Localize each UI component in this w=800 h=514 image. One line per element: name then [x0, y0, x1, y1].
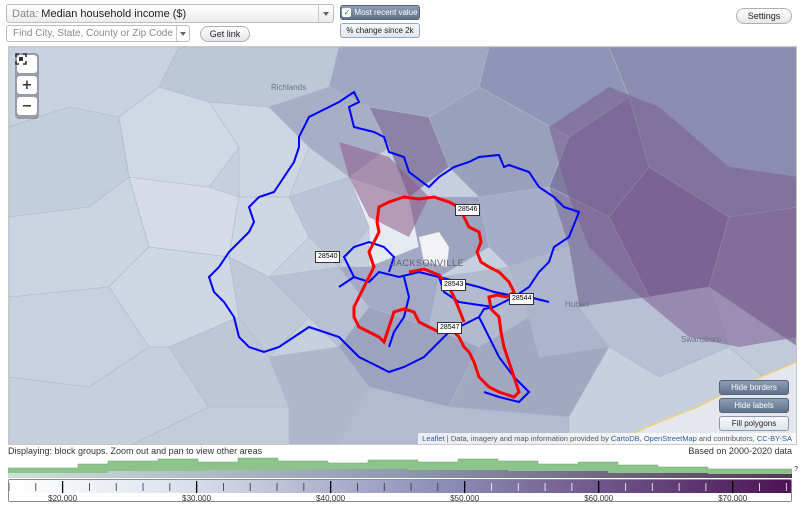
legend-tick-label: $20,000 — [48, 494, 77, 502]
zoom-in-button[interactable]: + — [17, 76, 37, 94]
zoom-controls: + − — [15, 53, 39, 119]
hide-borders-button[interactable]: Hide borders — [719, 380, 789, 395]
histogram-selection — [8, 469, 792, 478]
legend-gradient — [9, 480, 791, 493]
place-label-hubert: Hubert — [565, 300, 590, 309]
choropleth-map — [9, 47, 796, 444]
legend-tick-label: $60,000 — [584, 494, 613, 502]
fill-polygons-button[interactable]: Fill polygons — [719, 416, 789, 431]
license-link[interactable]: CC-BY-SA — [756, 434, 792, 443]
high-income-region — [549, 87, 796, 347]
legend-tick-label: $50,000 — [450, 494, 479, 502]
legend-tick-label: $40,000 — [316, 494, 345, 502]
settings-button[interactable]: Settings — [736, 8, 792, 24]
zip-label: 28547 — [437, 322, 463, 334]
most-recent-value-label: Most recent value — [354, 8, 418, 17]
legend-ticks: $20,000 $30,000 $40,000 $50,000 $60,000 $70,0… — [9, 481, 787, 502]
map-attribution: Leaflet | Data, imagery and map informat… — [418, 433, 796, 444]
high-income-region — [339, 142, 429, 237]
place-label-jacksonville: JACKSONVILLE — [391, 258, 465, 268]
data-select[interactable]: Data: Median household income ($) — [6, 4, 334, 23]
hide-labels-button[interactable]: Hide labels — [719, 398, 789, 413]
legend-scale: $20,000 $30,000 $40,000 $50,000 $60,000 $70,0… — [9, 480, 791, 502]
color-legend: $20,000 $30,000 $40,000 $50,000 $60,000 $70,0… — [8, 479, 792, 502]
help-icon[interactable]: ? — [794, 466, 798, 473]
selected-area-border — [352, 195, 521, 399]
zip-label: 28540 — [315, 251, 341, 263]
legend-tick-label: $30,000 — [182, 494, 211, 502]
openstreetmap-link[interactable]: OpenStreetMap — [643, 434, 697, 443]
block-group-polygons — [9, 47, 796, 444]
checkmark-icon: ✓ — [342, 7, 352, 17]
place-label-richlands: Richlands — [271, 83, 307, 92]
leaflet-link[interactable]: Leaflet — [422, 434, 445, 443]
zip-label: 28544 — [509, 293, 535, 305]
low-value-area — [418, 231, 450, 268]
data-select-value: Median household income ($) — [41, 7, 187, 20]
toolbar: Data: Median household income ($) Get li… — [0, 0, 800, 46]
zip-label: 28543 — [441, 279, 467, 291]
get-link-button[interactable]: Get link — [200, 26, 250, 42]
data-range-status: Based on 2000-2020 data — [688, 446, 792, 456]
map-viewport[interactable]: + − Richlands Hubert Swansboro JACKSONVI… — [8, 46, 797, 445]
fullscreen-icon[interactable] — [15, 53, 37, 73]
data-select-label: Data: — [12, 7, 39, 20]
cartodb-link[interactable]: CartoDB — [610, 434, 640, 443]
zoom-out-button[interactable]: − — [17, 97, 37, 115]
place-label-swansboro: Swansboro — [681, 335, 722, 344]
chevron-down-icon[interactable] — [176, 26, 189, 41]
zip-label: 28546 — [455, 204, 481, 216]
chevron-down-icon[interactable] — [318, 5, 333, 22]
histogram — [8, 457, 792, 478]
displaying-status: Displaying: block groups. Zoom out and p… — [8, 446, 263, 456]
percent-change-button[interactable]: % change since 2k — [340, 23, 420, 38]
most-recent-value-button[interactable]: ✓ Most recent value — [340, 5, 420, 20]
location-search-input[interactable] — [6, 25, 190, 42]
legend-tick-label: $70,000 — [718, 494, 747, 502]
